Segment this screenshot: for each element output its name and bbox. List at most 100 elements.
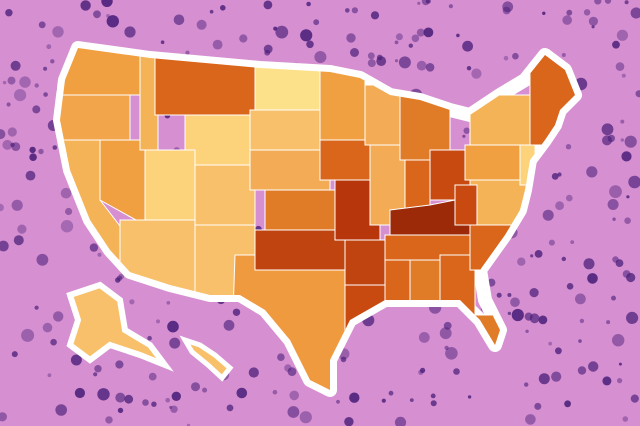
cell [272, 389, 278, 395]
cell [611, 295, 616, 301]
cell [496, 292, 502, 298]
state [429, 149, 471, 201]
cell [561, 256, 566, 262]
cell [394, 40, 399, 45]
cell [548, 341, 553, 346]
cell [530, 254, 534, 258]
cell [97, 252, 102, 257]
cell [586, 166, 598, 178]
cell [395, 33, 403, 41]
cell [606, 320, 611, 325]
cell [624, 135, 637, 148]
cell [21, 328, 35, 342]
cell [548, 239, 555, 246]
cell [220, 5, 226, 11]
cell [273, 26, 278, 31]
cell [430, 400, 437, 407]
cell [191, 382, 200, 392]
cell [226, 404, 234, 412]
cell [173, 14, 185, 26]
cell [171, 391, 181, 401]
cell [588, 361, 599, 372]
cell [29, 153, 37, 161]
cell [367, 52, 375, 60]
cell [622, 270, 631, 278]
cell [351, 7, 358, 14]
cell [538, 373, 550, 385]
cell [50, 59, 55, 64]
cell [626, 311, 639, 324]
cell [565, 144, 572, 150]
cell [577, 366, 587, 375]
cell [196, 19, 207, 30]
cell [42, 322, 53, 333]
hawaii [179, 335, 234, 382]
cell [601, 123, 614, 136]
cell [80, 0, 91, 11]
cell [169, 337, 181, 349]
cell [105, 416, 113, 424]
cell [551, 371, 562, 382]
cell [70, 354, 82, 366]
state [454, 184, 478, 226]
cell [344, 417, 354, 426]
cell [52, 26, 64, 38]
cell [398, 56, 411, 69]
cell [313, 19, 320, 26]
cell [47, 373, 52, 378]
cell [97, 388, 110, 401]
cell [306, 1, 311, 7]
cell [620, 119, 625, 124]
cell [55, 404, 67, 416]
cell [551, 173, 559, 180]
cell [19, 76, 31, 88]
cell [418, 369, 424, 375]
cell [43, 92, 48, 97]
state [144, 149, 196, 221]
cell [529, 313, 540, 324]
cell [34, 83, 39, 88]
cell [630, 394, 639, 403]
cell [555, 347, 562, 355]
cell [525, 329, 529, 333]
cell [0, 129, 6, 140]
cell [511, 308, 524, 322]
cell [376, 54, 383, 61]
cell [409, 398, 414, 402]
cell [416, 60, 427, 71]
cell [10, 142, 15, 147]
cell [462, 134, 466, 138]
cell [445, 347, 458, 360]
cell [420, 367, 426, 373]
cell [370, 11, 380, 20]
cell [444, 345, 449, 350]
cell [46, 44, 52, 50]
cell [314, 51, 327, 63]
cell [349, 392, 360, 403]
cell [510, 297, 520, 308]
alaska [66, 281, 174, 372]
cell [602, 135, 612, 146]
cell [209, 9, 214, 14]
cell [264, 49, 271, 56]
cell [602, 376, 612, 386]
cell [609, 185, 622, 199]
cell [65, 207, 73, 216]
cell [32, 105, 41, 114]
cell [502, 1, 514, 13]
cell [29, 146, 36, 154]
cell [578, 339, 582, 343]
cell [52, 145, 58, 150]
cell [7, 76, 16, 85]
cell [591, 25, 595, 29]
cell [466, 66, 472, 71]
cell [617, 378, 623, 384]
cell [538, 315, 548, 325]
cell [239, 34, 248, 43]
cell [557, 172, 562, 177]
cell [124, 26, 136, 38]
cell [38, 21, 46, 29]
cell [418, 332, 430, 343]
cell [50, 338, 57, 346]
